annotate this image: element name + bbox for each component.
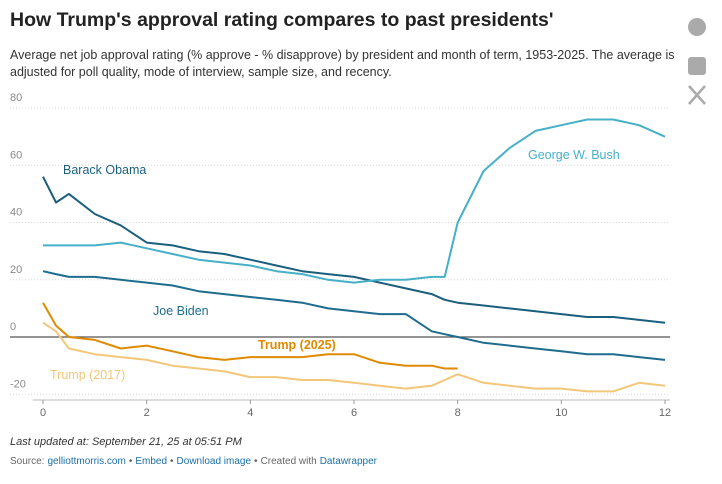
last-updated: Last updated at: September 21, 25 at 05:… xyxy=(10,436,242,448)
source-text: • xyxy=(170,456,174,467)
y-tick-label: 20 xyxy=(10,264,22,276)
series-label: Trump (2017) xyxy=(50,368,125,382)
y-tick-label: -20 xyxy=(10,378,26,390)
linkedin-icon[interactable] xyxy=(688,57,706,75)
source-text: Source: xyxy=(10,456,45,467)
y-tick-label: 80 xyxy=(10,92,22,104)
series-line xyxy=(42,302,458,370)
facebook-icon[interactable] xyxy=(688,18,706,36)
series-label: George W. Bush xyxy=(528,148,620,162)
series-label: Trump (2025) xyxy=(258,338,336,352)
share-icons xyxy=(688,18,706,105)
series-label: Barack Obama xyxy=(63,163,146,177)
x-tick-label: 12 xyxy=(659,407,671,419)
y-tick-label: 60 xyxy=(10,149,22,161)
x-tick-label: 10 xyxy=(555,407,567,419)
y-tick-label: 40 xyxy=(10,207,22,219)
y-tick-label: 0 xyxy=(10,321,16,333)
source-link[interactable]: gelliottmorris.com xyxy=(47,456,126,467)
source-link[interactable]: Embed xyxy=(135,456,168,467)
source-link[interactable]: Download image xyxy=(176,456,252,467)
source-line: Source: gelliottmorris.com • Embed • Download… xyxy=(10,456,380,467)
series-line xyxy=(42,176,666,324)
x-icon[interactable] xyxy=(688,85,706,105)
series-line xyxy=(42,321,666,393)
x-tick-label: 2 xyxy=(144,407,150,419)
source-text: • xyxy=(128,456,133,467)
x-tick-label: 0 xyxy=(40,407,46,419)
chart-title: How Trump's approval rating compares to … xyxy=(10,9,554,31)
x-tick-label: 4 xyxy=(247,407,253,419)
chart-subtitle: Average net job approval rating (% appro… xyxy=(10,48,675,79)
source-text: Created with xyxy=(260,456,317,467)
x-tick-label: 6 xyxy=(351,407,357,419)
series-label: Joe Biden xyxy=(153,304,209,318)
chart: -20 0 20 40 60 80 0 2 4 6 8 10 12 Barack Obama George … xyxy=(10,92,671,419)
source-link[interactable]: Datawrapper xyxy=(319,456,377,467)
x-tick-label: 8 xyxy=(455,407,461,419)
source-text: • xyxy=(254,456,258,467)
series-line xyxy=(42,270,666,361)
series-line xyxy=(43,118,666,284)
